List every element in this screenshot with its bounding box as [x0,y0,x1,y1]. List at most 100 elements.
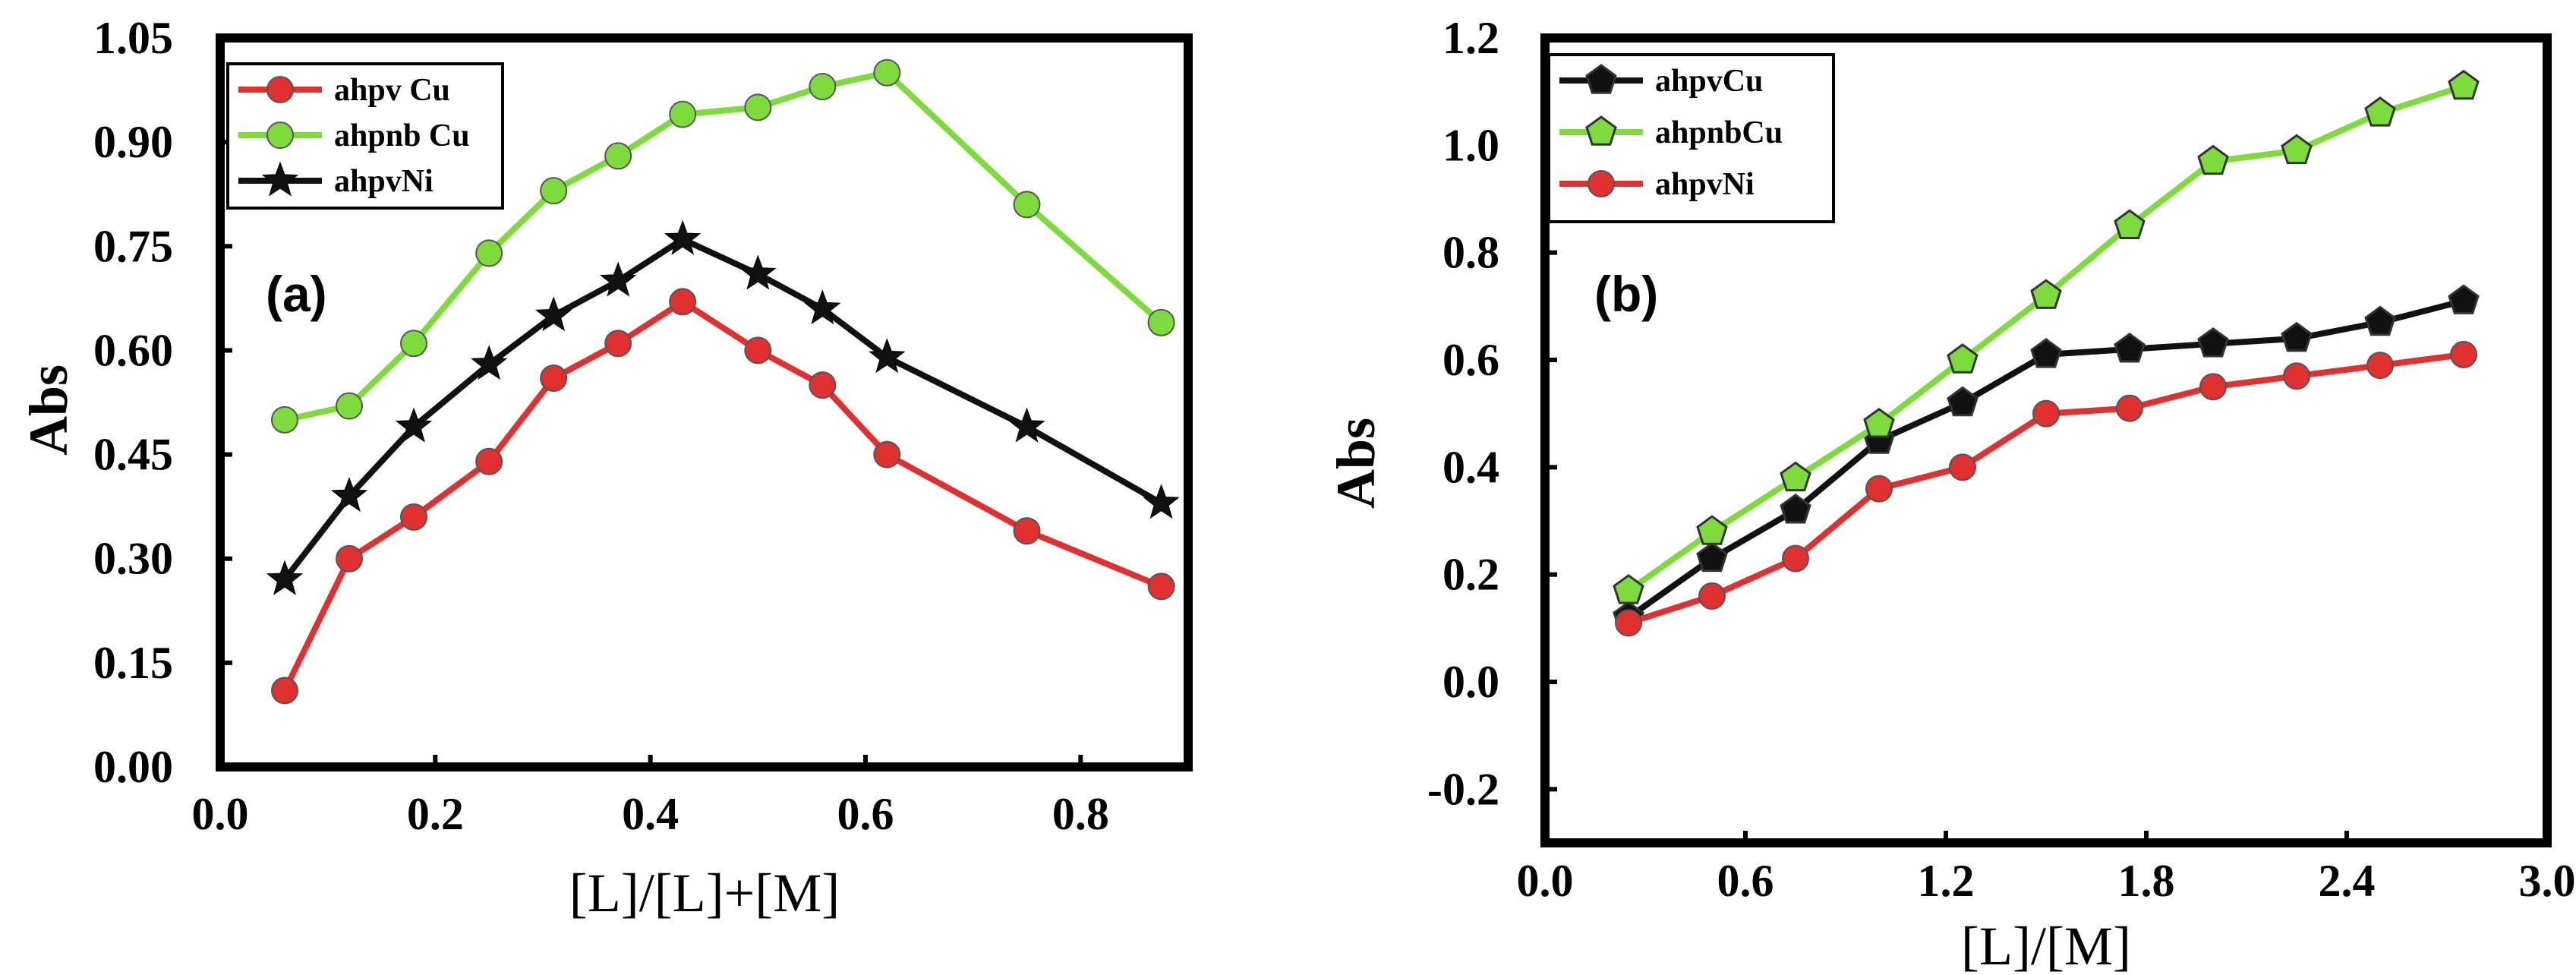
y-tick-label: 1.0 [1442,120,1499,170]
series-line [1627,351,2464,626]
data-point [744,336,772,364]
y-tick-label: 0.75 [93,221,173,271]
y-tick-label: -0.2 [1427,764,1499,814]
x-tick-label: 1.2 [1918,856,1975,906]
legend-swatch-marker [266,121,294,149]
y-tick-label: 0.60 [93,325,173,375]
data-point [1780,494,1811,524]
data-point [2450,340,2477,368]
data-point [400,330,427,358]
data-point [336,392,363,420]
x-tick-label: 0.4 [622,789,679,839]
data-point [664,219,702,255]
data-point [2366,352,2394,380]
data-point [1698,582,1726,610]
data-point [271,405,298,434]
data-point [400,503,427,531]
series-ahpnb-Cu [271,58,1175,434]
legend-swatch-marker [261,161,299,197]
data-point [869,338,906,374]
data-point [540,364,568,392]
y-axis-title: Abs [1326,418,1386,509]
series-ahpv-Cu [271,288,1175,705]
data-point [669,100,697,128]
x-tick-label: 0.6 [1717,856,1774,906]
data-point [540,177,568,205]
x-tick-label: 0.6 [837,789,894,839]
legend-label: ahpnbCu [1655,115,1783,150]
panel-label: (b) [1594,266,1658,322]
x-tick-label: 0.2 [407,789,464,839]
data-point [809,73,837,100]
legend-label: ahpnb Cu [334,118,470,153]
data-point [1008,407,1045,443]
data-point [1147,573,1175,601]
panel-label: (a) [266,266,327,322]
data-point [1780,461,1811,492]
data-point [1947,343,1979,374]
x-tick-label: 2.4 [2319,856,2376,906]
y-tick-label: 0.90 [93,117,173,167]
data-point [475,239,503,267]
data-point [470,345,508,380]
legend: ahpvCu ahpnbCu ahpvNi [1547,53,1835,223]
y-tick-label: 0.8 [1442,228,1499,278]
data-point [2283,362,2310,390]
x-tick-label: 0.0 [192,789,249,839]
data-point [1949,453,1976,481]
data-point [2114,333,2146,363]
series-line [284,69,1164,423]
legend-label: ahpvNi [1655,167,1755,202]
plot-frame [1540,33,2552,847]
data-point [2199,373,2227,401]
data-point [1696,541,1728,573]
data-point [266,560,304,595]
y-tick-label: 0.0 [1442,657,1499,707]
data-point [1613,574,1644,604]
data-point [1863,407,1895,438]
data-point [604,142,632,170]
data-point [2364,305,2396,336]
legend-swatch-marker [1588,170,1615,197]
legend: ahpv Cu ahpnb Cu ahpvNi [226,62,504,210]
data-point [2281,321,2313,352]
data-point [1143,484,1180,519]
data-point [1147,308,1175,336]
data-point [1615,609,1642,637]
data-point [604,330,632,358]
series-ahpvCu [1613,284,2480,631]
data-point [669,288,697,316]
x-tick-label: 1.8 [2118,856,2175,906]
data-point [1013,517,1041,545]
series-line [282,298,1163,693]
chart-a: 0.0 0.2 0.4 0.6 0.8 0.00 0.15 0.30 0.45 0.60 0.75 0… [18,13,1193,923]
data-point [599,261,637,297]
y-tick-label: 1.05 [93,13,173,63]
data-point [336,544,363,573]
data-point [2448,69,2480,100]
data-point [2032,399,2060,428]
y-axis-title: Abs [18,364,79,456]
plot-frame [216,33,1193,771]
data-point [873,440,901,469]
data-point [330,476,368,512]
data-point [2030,279,2062,309]
y-tick-label: 0.15 [93,638,173,688]
x-tick-label: 0.0 [1517,856,1574,906]
series-ahpvNi [266,219,1180,595]
y-tick-label: 0.45 [93,430,173,480]
series-ahpvNi [1615,340,2477,637]
data-point [1865,475,1893,503]
data-point [2197,144,2229,175]
data-point [744,93,772,121]
data-point [271,677,298,705]
legend-swatch-marker [1585,115,1617,146]
data-point [1947,386,1979,417]
y-tick-label: 0.00 [93,742,173,792]
data-point [804,289,841,325]
data-point [739,254,777,290]
y-tick-label: 0.2 [1442,550,1499,600]
series-line [282,236,1163,582]
x-tick-label: 3.0 [2519,856,2576,906]
